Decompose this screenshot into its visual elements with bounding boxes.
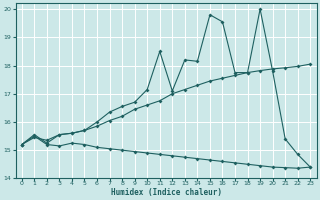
X-axis label: Humidex (Indice chaleur): Humidex (Indice chaleur) [110, 188, 221, 197]
